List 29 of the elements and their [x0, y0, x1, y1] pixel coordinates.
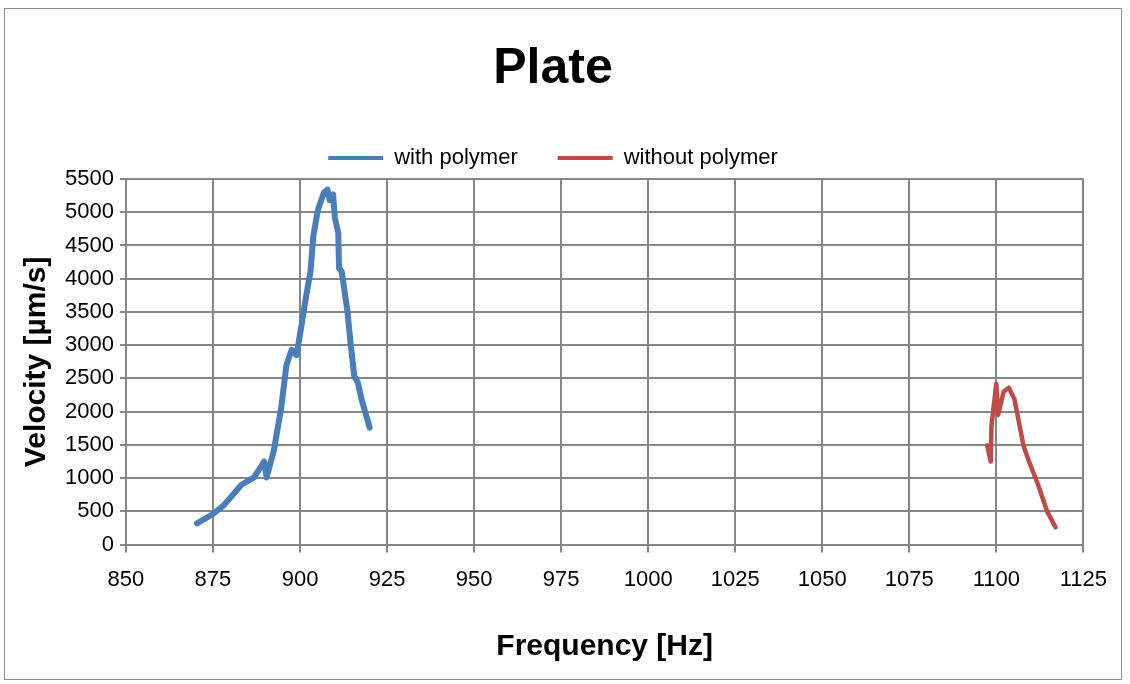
y-tick-label: 1000 [64, 464, 114, 490]
y-tick-label: 2000 [64, 397, 114, 423]
x-tick-label: 1025 [710, 565, 760, 591]
y-axis-title: Velocity [µm/s] [18, 256, 52, 468]
y-tick-label: 0 [101, 530, 114, 556]
y-tick-label: 4000 [64, 264, 114, 290]
x-tick-label: 875 [194, 565, 232, 591]
x-tick-label: 925 [368, 565, 406, 591]
y-tick-label: 2500 [64, 364, 114, 390]
y-tick-label: 3000 [64, 331, 114, 357]
x-axis-title: Frequency [Hz] [496, 628, 713, 662]
x-tick-label: 1100 [972, 565, 1020, 591]
y-tick-label: 1500 [64, 430, 114, 456]
x-tick-label: 1125 [1059, 565, 1107, 591]
x-tick-label: 1075 [884, 565, 934, 591]
y-tick-label: 3500 [64, 298, 114, 324]
y-tick-label: 5500 [64, 165, 114, 191]
x-tick-label: 900 [281, 565, 319, 591]
x-tick-label: 1050 [797, 565, 847, 591]
y-tick-label: 5000 [64, 198, 114, 224]
y-tick-label: 500 [77, 497, 114, 523]
legend-label: without polymer [622, 144, 778, 170]
x-tick-label: 950 [455, 565, 493, 591]
x-tick-label: 975 [542, 565, 580, 591]
x-tick-label: 1000 [623, 565, 673, 591]
x-tick-label: 850 [107, 565, 145, 591]
legend-label: with polymer [393, 144, 518, 170]
chart-title: Plate [493, 37, 613, 94]
y-tick-label: 4500 [64, 231, 114, 257]
